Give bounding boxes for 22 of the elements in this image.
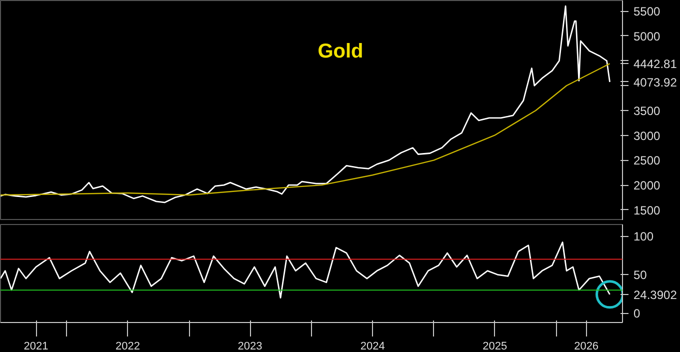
y-tick-label: 50	[634, 268, 648, 282]
y-tick-label: 2500	[634, 154, 661, 168]
x-tick-label: 2021	[24, 340, 48, 352]
line-series	[0, 63, 610, 196]
x-tick-label: 2026	[574, 340, 599, 352]
text: Gold	[318, 40, 364, 62]
x-tick-label: 2022	[116, 340, 140, 352]
annotation: 24.3902	[634, 288, 678, 302]
y-tick-label: 3000	[634, 128, 661, 143]
y-tick-label: 2000	[634, 178, 661, 193]
y-tick-label: 5000	[634, 29, 661, 44]
y-tick-label: 5500	[634, 4, 661, 19]
y-tick-label: 0	[634, 306, 640, 321]
line-series	[0, 5, 610, 204]
y-tick-label: 100	[634, 230, 654, 244]
y-tick-label: 1500	[634, 203, 661, 218]
y-tick-label: 4073.92	[634, 75, 678, 90]
x-tick-label: 2024	[360, 340, 385, 352]
x-tick-label: 2023	[238, 340, 262, 352]
x-tick-label: 2025	[482, 340, 508, 352]
y-tick-label: 3500	[634, 104, 661, 118]
y-tick-label: 4442.81	[634, 57, 678, 72]
